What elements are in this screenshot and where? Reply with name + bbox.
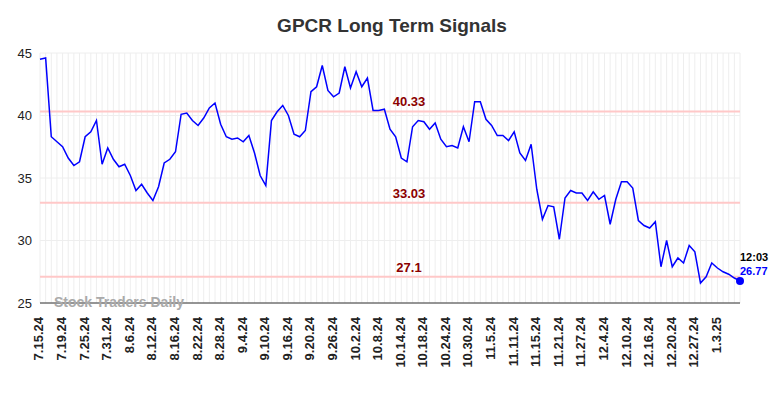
svg-text:10.8.24: 10.8.24 [370, 316, 385, 360]
svg-text:10.24.24: 10.24.24 [438, 316, 453, 367]
svg-text:9.10.24: 9.10.24 [257, 316, 272, 360]
svg-text:12.20.24: 12.20.24 [664, 316, 679, 367]
svg-text:12.16.24: 12.16.24 [641, 316, 656, 367]
svg-text:8.12.24: 8.12.24 [144, 316, 159, 360]
svg-text:9.26.24: 9.26.24 [325, 316, 340, 360]
svg-text:11.21.24: 11.21.24 [551, 316, 566, 367]
svg-text:7.31.24: 7.31.24 [99, 316, 114, 360]
svg-text:8.22.24: 8.22.24 [190, 316, 205, 360]
svg-text:11.15.24: 11.15.24 [528, 316, 543, 367]
svg-text:9.16.24: 9.16.24 [280, 316, 295, 360]
svg-text:45: 45 [18, 46, 32, 61]
svg-text:9.4.24: 9.4.24 [235, 316, 250, 353]
svg-text:10.30.24: 10.30.24 [460, 316, 475, 367]
svg-text:12.10.24: 12.10.24 [619, 316, 634, 367]
svg-text:7.15.24: 7.15.24 [31, 316, 46, 360]
html-text:GPCR Long Term Signals: GPCR Long Term Signals [277, 15, 507, 36]
svg-text:27.1: 27.1 [396, 260, 421, 275]
svg-text:10.2.24: 10.2.24 [348, 316, 363, 360]
html-text:Stock Traders Daily: Stock Traders Daily [54, 294, 184, 310]
svg-text:40: 40 [18, 108, 32, 123]
svg-text:9.20.24: 9.20.24 [302, 316, 317, 360]
svg-text:8.16.24: 8.16.24 [167, 316, 182, 360]
svg-text:10.14.24: 10.14.24 [393, 316, 408, 367]
svg-text:10.18.24: 10.18.24 [415, 316, 430, 367]
svg-text:12:03: 12:03 [740, 251, 768, 263]
svg-text:7.25.24: 7.25.24 [77, 316, 92, 360]
svg-text:11.27.24: 11.27.24 [573, 316, 588, 367]
svg-text:30: 30 [18, 233, 32, 248]
svg-text:1.3.25: 1.3.25 [709, 317, 724, 353]
svg-text:8.28.24: 8.28.24 [212, 316, 227, 360]
svg-text:33.03: 33.03 [393, 186, 426, 201]
svg-text:12.27.24: 12.27.24 [686, 316, 701, 367]
svg-text:40.33: 40.33 [393, 94, 426, 109]
svg-text:11.11.24: 11.11.24 [506, 316, 521, 366]
svg-text:25: 25 [18, 296, 32, 311]
svg-text:7.19.24: 7.19.24 [54, 316, 69, 360]
svg-text:8.6.24: 8.6.24 [122, 316, 137, 353]
svg-text:12.4.24: 12.4.24 [596, 316, 611, 360]
svg-text:35: 35 [18, 171, 32, 186]
svg-text:11.5.24: 11.5.24 [483, 316, 498, 359]
svg-text:26.77: 26.77 [740, 265, 768, 277]
